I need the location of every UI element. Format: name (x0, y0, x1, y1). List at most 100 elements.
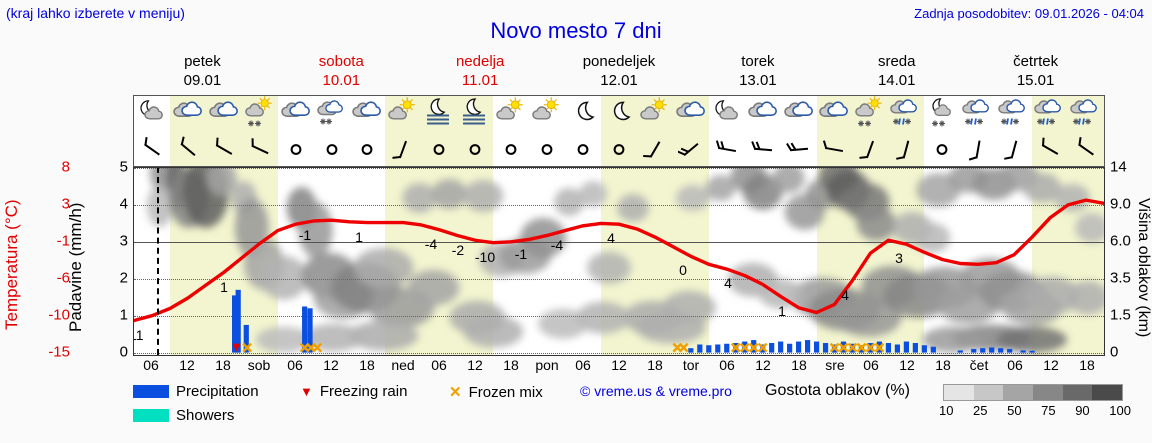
weather-icon-cell (960, 96, 996, 137)
wind-barb-icon (354, 136, 380, 167)
day-header-2: sobota 10.01 (272, 52, 411, 92)
temperature-label: -1 (298, 227, 312, 244)
day-name: nedelja (455, 53, 505, 70)
day-name: četrtek (1013, 53, 1059, 70)
gridline (134, 353, 1104, 354)
time-tick: 06 (431, 357, 447, 373)
precipitation-axis-title: Padavine (mm/h) (66, 202, 85, 333)
time-tick: 06 (575, 357, 591, 373)
temperature-label: -2 (451, 241, 465, 258)
wind-barb-icon (642, 136, 668, 167)
weather-icon-cell (709, 96, 745, 137)
time-tick: 12 (1043, 357, 1059, 373)
colorbar-step (1062, 385, 1093, 400)
gridline (134, 316, 1104, 317)
time-tick: 18 (1079, 357, 1095, 373)
wind-barb-icon (570, 136, 596, 167)
day-date: 11.01 (461, 72, 499, 89)
temperature-tick: -6 (56, 269, 70, 287)
cloud-height-tick: 0 (1110, 343, 1119, 361)
time-tick: 06 (1007, 357, 1023, 373)
moon-cloud-icon (710, 95, 744, 138)
time-tick: 12 (467, 357, 483, 373)
showers-swatch (133, 409, 169, 422)
temperature-label: 1 (778, 302, 786, 319)
weather-icon-cell (457, 95, 494, 138)
time-tick: 18 (791, 357, 807, 373)
day-date: 09.01 (183, 72, 222, 89)
cloud-height-axis-title: Višina oblakov (km) (1135, 198, 1152, 338)
wind-barb-icon (534, 136, 560, 167)
weather-icon-cell (924, 96, 960, 137)
weather-icon-cell (493, 96, 529, 137)
wind-barb-icon (785, 136, 812, 167)
wind-barb-cell (924, 137, 960, 166)
cloud-height-tick: 1.5 (1110, 306, 1131, 324)
temperature-label: 4 (607, 230, 615, 247)
wind-barb-cell (241, 137, 278, 166)
legend-freezing-rain: ▼ Freezing rain (300, 383, 407, 400)
day-header-3: nedelja 11.01 (411, 52, 550, 92)
wind-barb-cell (457, 137, 494, 166)
time-tick: čet (969, 357, 989, 373)
gridline (134, 205, 1104, 206)
page-title: Novo mesto 7 dni (490, 18, 662, 43)
wind-barb-icon (606, 136, 632, 167)
time-tick: tor (682, 357, 700, 373)
wind-barb-cell (134, 136, 170, 166)
weather-icon-cell (996, 96, 1032, 137)
wind-barb-cell (493, 137, 529, 166)
time-axis: 06 12 18 sob 06 12 18 ned 06 12 18 pon 06 12 18 tor 06 12… (133, 357, 1105, 379)
precipitation-swatch (133, 385, 169, 398)
weather-icon-cell (672, 95, 709, 138)
weather-icon-cell (278, 96, 314, 137)
time-tick: 18 (359, 357, 375, 373)
wind-barb-cell (565, 137, 601, 166)
day-date: 10.01 (322, 72, 361, 89)
colorbar-tick: 25 (973, 403, 988, 418)
cloud-icon (674, 95, 708, 138)
cloud-sleet-icon (889, 95, 923, 138)
weather-icon-cell (314, 96, 350, 137)
day-header-7: četrtek 15.01 (966, 52, 1105, 92)
moon-fog-icon (458, 95, 492, 138)
last-update-text: Zadnja posodobitev: 09.01.2026 - 04:04 (914, 6, 1144, 21)
day-header-4: ponedeljek 12.01 (550, 52, 689, 92)
temperature-label: 4 (724, 275, 732, 292)
legend: Precipitation Showers ▼ Freezing rain ✕ … (133, 382, 1143, 439)
wind-barb-cell (314, 137, 350, 166)
current-time-marker (157, 168, 160, 355)
cloud-sun-icon (386, 95, 420, 138)
moon-fog-icon (422, 95, 456, 138)
wind-barb-cell (636, 136, 673, 167)
weather-icon-cell (241, 95, 278, 137)
legend-showers-label: Showers (176, 407, 235, 424)
wind-barb-icon (1001, 136, 1027, 167)
temperature-tick: -15 (48, 343, 70, 361)
temperature-label: 0 (679, 262, 687, 279)
wind-barb-icon (965, 136, 991, 167)
freezing-rain-icon: ▼ (300, 384, 313, 399)
time-tick: sre (825, 357, 845, 373)
colorbar-step (944, 385, 974, 400)
time-tick: 18 (935, 357, 951, 373)
day-date: 13.01 (739, 72, 777, 89)
weather-icon-cell (781, 96, 817, 137)
temperature-axis-title: Temperatura (°C) (2, 199, 21, 331)
time-tick: ned (391, 357, 415, 373)
cloud-icon (279, 95, 313, 138)
weather-icon-cell (350, 96, 386, 137)
weather-icon-cell (529, 96, 565, 137)
wind-barb-icon (390, 136, 416, 167)
wind-barb-cell (529, 137, 565, 166)
cloud-density-field (146, 168, 1104, 353)
cloud-density-legend-title: Gostota oblakov (%) (765, 382, 910, 399)
colorbar-step (1092, 385, 1123, 400)
cloud-density-scale-numbers: 10 25 50 75 90 100 (939, 403, 1131, 418)
cloud-icon (171, 95, 205, 138)
wind-barb-icon (929, 136, 955, 167)
colorbar-step (1003, 385, 1034, 400)
precipitation-tick: 4 (119, 195, 128, 213)
weather-icon-cell (565, 96, 601, 137)
